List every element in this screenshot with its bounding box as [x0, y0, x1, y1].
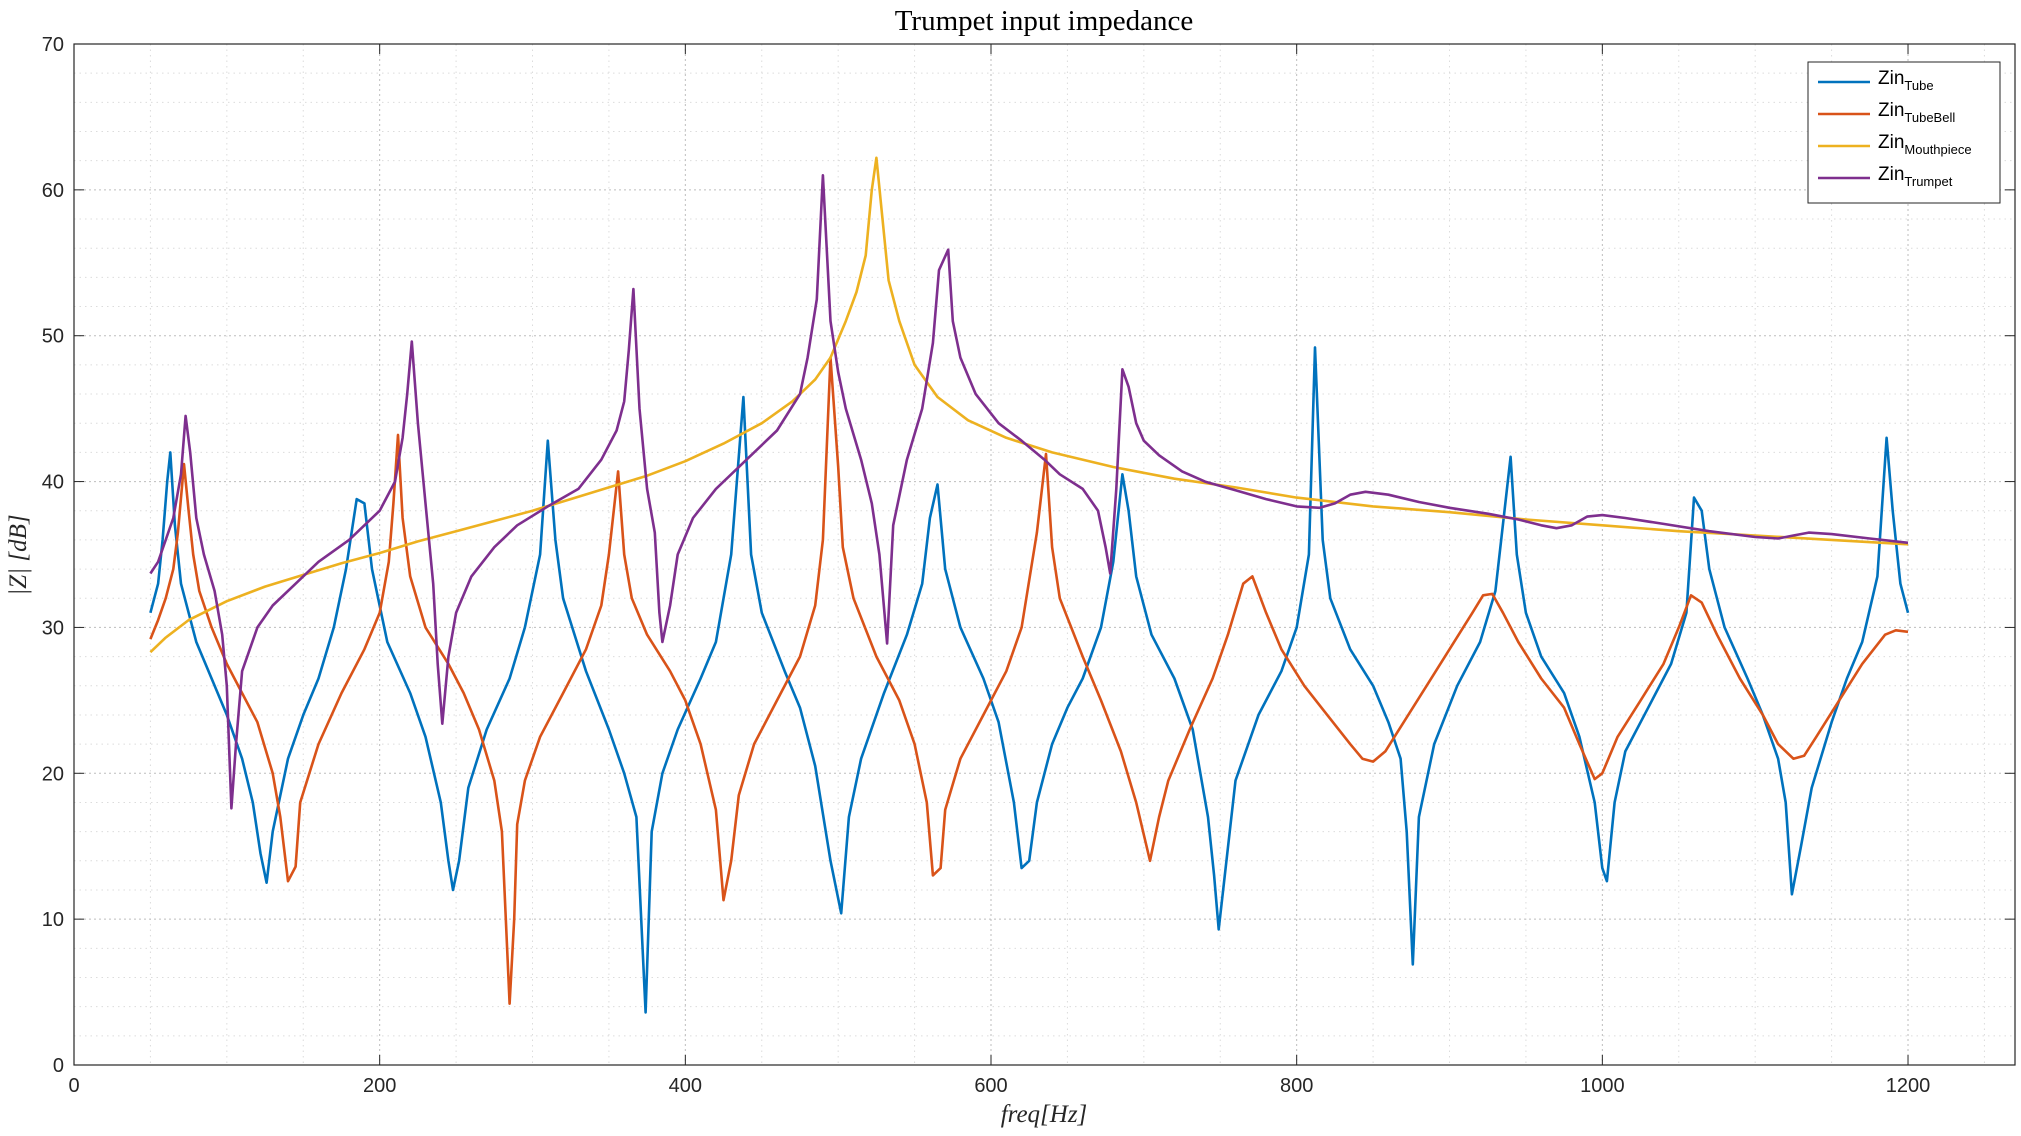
x-tick-label: 400 [669, 1075, 702, 1097]
y-tick-label: 0 [53, 1055, 64, 1077]
legend: ZinTube ZinTubeBell ZinMouthpiece ZinTrumpe… [1807, 61, 2001, 204]
minor-grid [74, 44, 2015, 1065]
series-layer [149, 156, 1910, 1014]
major-grid [74, 44, 2015, 1065]
x-tick-label: 600 [974, 1075, 1007, 1097]
x-axis-label: freq[Hz] [1001, 1101, 1088, 1128]
y-tick-label: 30 [42, 617, 64, 639]
x-tick-label: 800 [1280, 1075, 1313, 1097]
series-line-zin-tube [149, 346, 1910, 1014]
y-tick-label: 60 [42, 180, 64, 202]
legend-label: ZinTubeBell [1878, 100, 1955, 125]
x-axis: 0 200 400 600 800 1000 1200 [68, 44, 1930, 1097]
y-tick-label: 70 [42, 34, 64, 56]
x-tick-label: 1000 [1580, 1075, 1625, 1097]
x-tick-label: 0 [68, 1075, 79, 1097]
plot-background [74, 44, 2015, 1065]
legend-box [1807, 61, 2001, 204]
y-axis-label: |Z| [dB] [5, 514, 32, 595]
series-line-zin-trumpet [149, 174, 1909, 810]
legend-label: ZinTube [1878, 68, 1934, 93]
y-axis: 0 10 20 30 40 50 60 70 [42, 34, 2015, 1077]
legend-label: ZinMouthpiece [1878, 132, 1972, 157]
plot-frame [73, 43, 2016, 1066]
series-line-zin-tubebell [149, 356, 1909, 1005]
y-tick-label: 20 [42, 763, 64, 785]
y-tick-label: 40 [42, 472, 64, 494]
y-tick-label: 50 [42, 326, 64, 348]
y-tick-label: 10 [42, 909, 64, 931]
x-tick-label: 200 [363, 1075, 396, 1097]
legend-label: ZinTrumpet [1878, 164, 1953, 189]
x-tick-label: 1200 [1886, 1075, 1931, 1097]
chart-title: Trumpet input impedance [895, 5, 1194, 37]
